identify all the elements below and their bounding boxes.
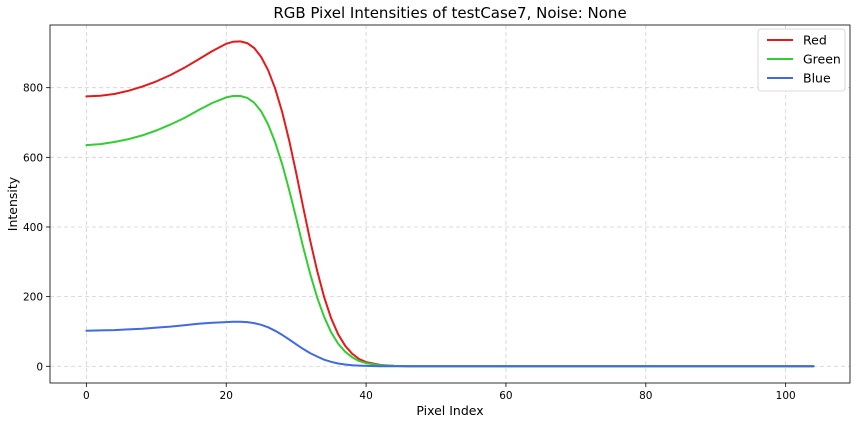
legend-blue-label: Blue — [803, 71, 831, 86]
x-tick-label: 100 — [776, 390, 796, 402]
x-tick-label: 80 — [639, 390, 652, 402]
series-lines — [85, 40, 815, 368]
legend-red-label: Red — [803, 33, 827, 48]
grid — [50, 25, 850, 383]
legend: Red Green Blue — [757, 28, 846, 92]
red-series-line — [85, 40, 815, 368]
y-tick-label: 400 — [23, 222, 43, 234]
x-tick-label: 60 — [499, 390, 512, 402]
green-series-line — [85, 95, 815, 368]
y-tick-label: 0 — [36, 361, 43, 373]
x-tick-label: 0 — [83, 390, 90, 402]
x-tick-label: 40 — [359, 390, 372, 402]
y-tick-label: 600 — [23, 152, 43, 164]
legend-box — [757, 28, 846, 92]
x-axis-label: Pixel Index — [416, 403, 483, 418]
y-tick-label: 200 — [23, 292, 43, 304]
x-axis-ticks: 0 20 40 60 80 100 — [83, 383, 796, 402]
y-axis-ticks: 0 200 400 600 800 — [23, 83, 50, 373]
plot-frame — [49, 24, 851, 384]
y-axis-label: Intensity — [5, 176, 20, 231]
y-tick-label: 800 — [23, 83, 43, 95]
legend-green-label: Green — [803, 52, 841, 67]
chart-title: RGB Pixel Intensities of testCase7, Nois… — [273, 4, 626, 22]
blue-series-line — [85, 320, 815, 368]
x-tick-label: 20 — [220, 390, 233, 402]
